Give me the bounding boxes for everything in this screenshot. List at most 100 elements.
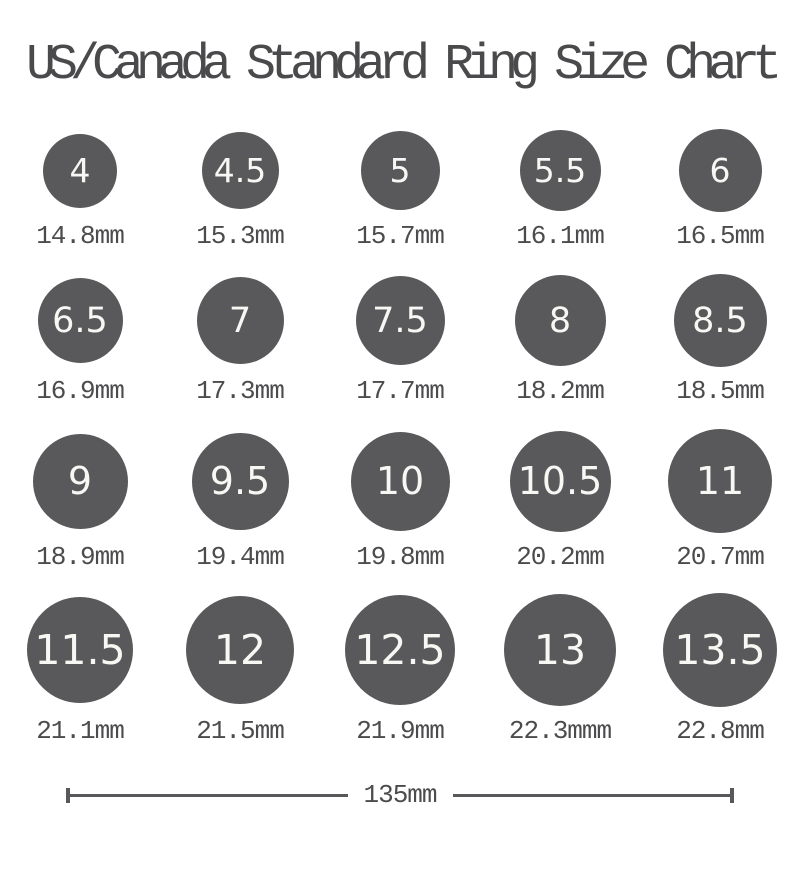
ring-size-number: 10 [375,459,425,503]
ring-circle: 10 [350,431,450,531]
ring-diameter-label: 20.2mm [516,542,605,572]
ring-diameter-label: 18.2mm [516,376,605,406]
ring-circle-zone: 13 [504,593,616,707]
ring-circle-zone: 10.5 [509,429,611,533]
ring-size-cell: 12.5 21.9mm [320,593,480,745]
ring-circle: 11 [668,429,772,533]
ring-circle-zone: 10 [350,429,450,533]
ring-diameter-label: 17.3mm [196,376,285,406]
ring-circle-zone: 11 [668,429,772,533]
ring-circle-zone: 8.5 [673,274,767,367]
ring-circle: 12.5 [345,595,455,705]
ring-size-number: 6.5 [52,300,108,341]
ring-circle: 9 [32,433,128,529]
ring-circle-zone: 11.5 [27,593,133,707]
ring-size-number: 11.5 [34,626,126,674]
ring-circle-zone: 9.5 [191,429,289,533]
ring-circle-zone: 4 [43,129,117,212]
ring-size-cell: 11.5 21.1mm [0,593,160,745]
ring-circle: 6.5 [37,278,123,363]
ring-circle: 8.5 [673,274,767,367]
ring-circle-zone: 13.5 [663,593,777,707]
ring-circle: 7.5 [355,276,445,365]
ring-diameter-label: 21.9mm [356,716,445,746]
ring-size-cell: 12 21.5mm [160,593,320,745]
ring-size-cell: 4.5 15.3mm [160,129,320,250]
ring-size-cell: 10 19.8mm [320,429,480,571]
ring-circle-zone: 12.5 [345,593,455,707]
ring-circle: 7 [196,277,284,364]
ring-size-number: 13 [533,626,587,674]
ring-diameter-label: 20.7mm [676,542,765,572]
ring-circle-zone: 8 [514,274,606,367]
ring-size-number: 6 [709,151,731,190]
ring-size-cell: 7 17.3mm [160,274,320,405]
ring-size-cell: 11 20.7mm [640,429,800,571]
ring-size-cell: 6 16.5mm [640,129,800,250]
ring-size-number: 12.5 [354,626,446,674]
ring-diameter-label: 21.1mm [36,716,125,746]
ring-circle-zone: 7.5 [355,274,445,367]
ring-circle: 4 [43,133,117,208]
ring-circle: 8 [514,275,606,366]
ring-size-number: 8 [548,300,572,341]
ring-size-number: 5 [389,151,411,190]
ring-diameter-label: 15.3mm [196,221,285,251]
ring-diameter-label: 21.5mm [196,716,285,746]
ring-circle: 13 [504,594,616,706]
ring-circle-zone: 6 [678,129,762,212]
ring-circle-zone: 12 [186,593,294,707]
ring-diameter-label: 22.3mmm [508,716,612,746]
ring-circle: 5.5 [519,130,601,211]
ring-size-number: 8.5 [692,300,748,341]
ring-size-cell: 6.5 16.9mm [0,274,160,405]
ring-size-number: 12 [213,626,267,674]
ring-circle: 10.5 [509,430,611,532]
ring-size-number: 7.5 [372,300,428,341]
ring-size-cell: 5.5 16.1mm [480,129,640,250]
ring-circle: 6 [678,129,762,212]
ring-size-number: 4 [69,151,91,190]
ring-size-cell: 5 15.7mm [320,129,480,250]
ring-size-cell: 9.5 19.4mm [160,429,320,571]
ring-size-cell: 4 14.8mm [0,129,160,250]
ring-circle-zone: 6.5 [37,274,123,367]
ring-circle: 9.5 [191,432,289,530]
ring-diameter-label: 16.1mm [516,221,605,251]
ring-diameter-label: 17.7mm [356,376,445,406]
ring-circle-zone: 4.5 [201,129,279,212]
scale-bar-left-line [70,793,348,797]
ring-circle-zone: 7 [196,274,284,367]
ring-circle: 4.5 [201,132,279,209]
page-title: US/Canada Standard Ring Size Chart [26,37,782,94]
ring-diameter-label: 15.7mm [356,221,445,251]
ring-diameter-label: 19.4mm [196,542,285,572]
ring-diameter-label: 18.9mm [36,542,125,572]
ring-size-row-4: 11.5 21.1mm 12 21.5mm 12.5 21.9mm 13 22.… [0,593,800,745]
ring-size-number: 11 [695,459,745,503]
ring-size-cell: 7.5 17.7mm [320,274,480,405]
ring-size-cell: 9 18.9mm [0,429,160,571]
ring-size-cell: 13 22.3mmm [480,593,640,745]
ring-size-number: 10.5 [517,459,603,503]
ring-diameter-label: 14.8mm [36,221,125,251]
ring-circle-zone: 5 [360,129,440,212]
ring-size-cell: 13.5 22.8mm [640,593,800,745]
scale-bar-left-cap [66,787,70,803]
ring-circle-zone: 9 [32,429,128,533]
ring-size-row-3: 9 18.9mm 9.5 19.4mm 10 19.8mm 10.5 20.2m… [0,429,800,571]
scale-bar-label: 135mm [363,780,438,810]
ring-circle-zone: 5.5 [519,129,601,212]
ring-circle: 11.5 [27,597,133,703]
ring-size-row-1: 4 14.8mm 4.5 15.3mm 5 15.7mm 5.5 16.1mm … [0,129,800,250]
ring-circle: 5 [360,131,440,210]
scale-bar-right-line [452,793,731,797]
ring-diameter-label: 19.8mm [356,542,445,572]
scale-bar-right-cap [730,787,735,803]
ring-size-number: 13.5 [674,626,766,674]
ring-size-cell: 8.5 18.5mm [640,274,800,405]
ring-size-number: 9 [67,459,93,503]
ring-diameter-label: 22.8mm [676,716,765,746]
ring-size-row-2: 6.5 16.9mm 7 17.3mm 7.5 17.7mm 8 18.2mm … [0,274,800,405]
ring-diameter-label: 16.9mm [36,376,125,406]
